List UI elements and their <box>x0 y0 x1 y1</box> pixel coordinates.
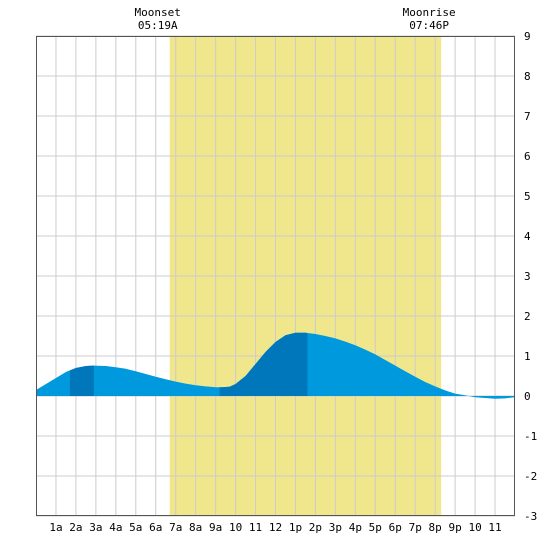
moon-event-label: Moonset <box>135 6 181 19</box>
x-tick-label: 5a <box>129 521 142 534</box>
y-tick-label: 0 <box>524 390 531 403</box>
y-tick-label: 2 <box>524 310 531 323</box>
tide-area-dark-segment <box>69 365 94 396</box>
x-tick-label: 7p <box>409 521 422 534</box>
y-tick-label: 8 <box>524 70 531 83</box>
y-axis-ticks: -3 -2 -1 0 1 2 3 4 5 6 7 8 9 <box>524 30 537 523</box>
x-tick-label: 10 <box>468 521 481 534</box>
y-tick-label: 1 <box>524 350 531 363</box>
x-tick-label: 8a <box>189 521 202 534</box>
plot-frame <box>36 36 515 516</box>
x-tick-label: 6a <box>149 521 162 534</box>
x-tick-label: 11 <box>488 521 501 534</box>
x-tick-label: 12 <box>269 521 282 534</box>
x-tick-label: 2a <box>69 521 82 534</box>
grid-layer <box>36 35 515 517</box>
x-tick-label: 9p <box>449 521 462 534</box>
x-tick-label: 10 <box>229 521 242 534</box>
x-tick-label: 3p <box>329 521 342 534</box>
x-tick-label: 2p <box>309 521 322 534</box>
tide-area-dark-segment <box>219 332 308 396</box>
y-tick-label: -2 <box>524 470 537 483</box>
x-tick-label: 3a <box>89 521 102 534</box>
x-tick-label: 5p <box>369 521 382 534</box>
y-tick-label: 3 <box>524 270 531 283</box>
tide-area-layer <box>36 332 515 399</box>
y-tick-label: 5 <box>524 190 531 203</box>
x-tick-label: 9a <box>209 521 222 534</box>
moon-event-time: 07:46P <box>409 19 449 32</box>
x-tick-label: 7a <box>169 521 182 534</box>
y-tick-label: -1 <box>524 430 537 443</box>
moon-event-label: Moonrise <box>403 6 456 19</box>
y-tick-label: 6 <box>524 150 531 163</box>
x-tick-label: 8p <box>429 521 442 534</box>
x-tick-label: 4a <box>109 521 122 534</box>
x-tick-label: 6p <box>389 521 402 534</box>
y-tick-label: 7 <box>524 110 531 123</box>
y-tick-label: 4 <box>524 230 531 243</box>
y-tick-label: -3 <box>524 510 537 523</box>
x-tick-label: 11 <box>249 521 262 534</box>
x-tick-label: 1p <box>289 521 302 534</box>
x-axis-ticks: 1a 2a 3a 4a 5a 6a 7a 8a 9a 10 11 12 1p 2p 3p 4p 5p 6p 7p 8p… <box>49 521 501 534</box>
x-tick-label: 1a <box>49 521 62 534</box>
y-tick-label: 9 <box>524 30 531 43</box>
moon-event-time: 05:19A <box>138 19 178 32</box>
x-tick-label: 4p <box>349 521 362 534</box>
